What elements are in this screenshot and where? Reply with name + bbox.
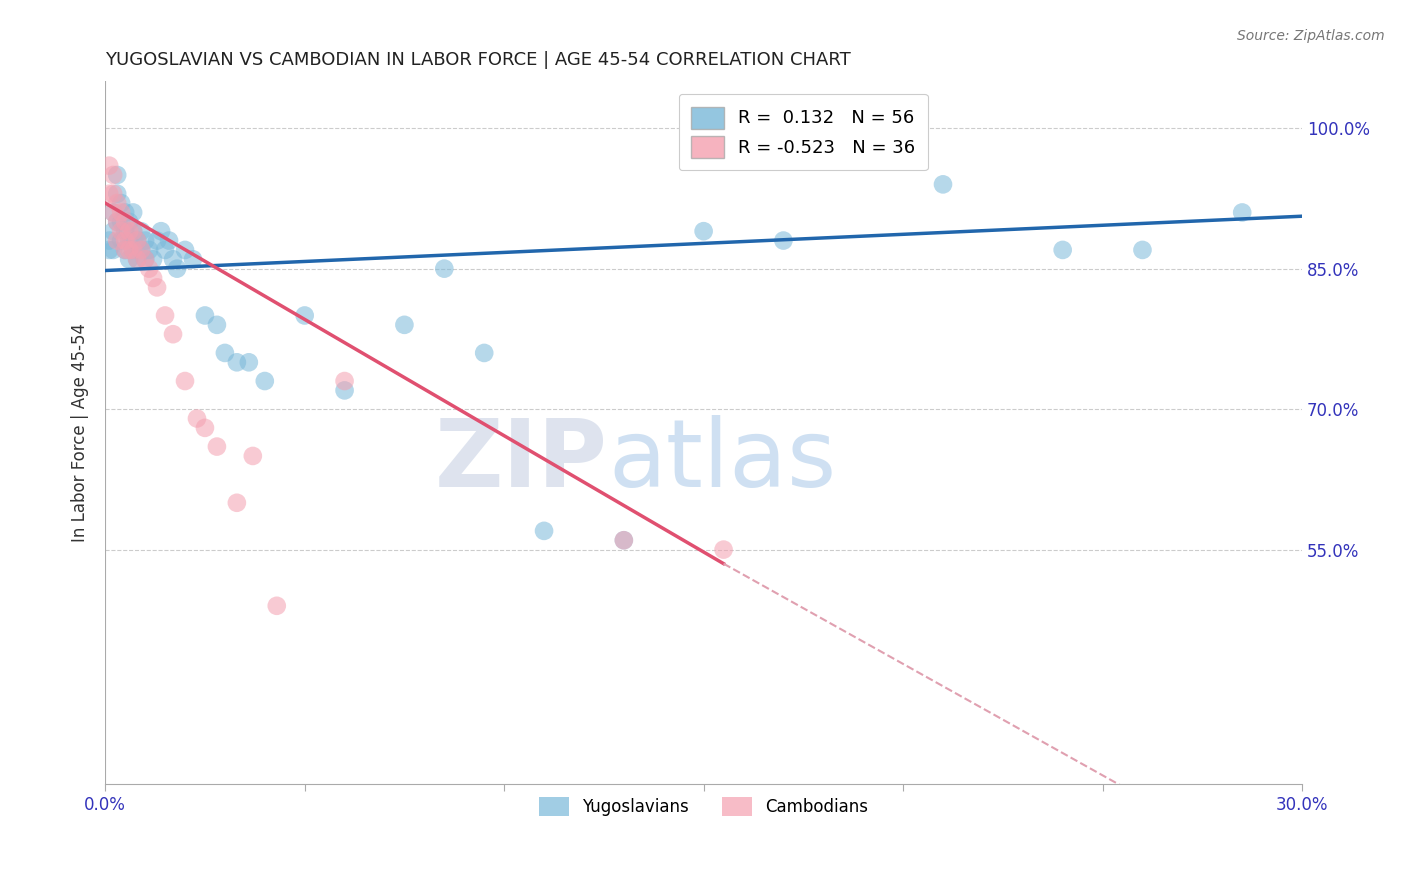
Text: YUGOSLAVIAN VS CAMBODIAN IN LABOR FORCE | AGE 45-54 CORRELATION CHART: YUGOSLAVIAN VS CAMBODIAN IN LABOR FORCE … [105,51,851,69]
Point [238,355,260,369]
Point [114,243,136,257]
Point [174,243,197,257]
Point [110,224,132,238]
Point [1052,243,1074,257]
Point [105,196,128,211]
Point [110,205,132,219]
Point [122,205,145,219]
Point [153,309,176,323]
Point [214,346,236,360]
Point [181,252,204,267]
Point [186,411,208,425]
Point [118,224,141,238]
Point [472,346,495,360]
Point [772,234,794,248]
Legend: Yugoslavians, Cambodians: Yugoslavians, Cambodians [530,789,877,824]
Point [1232,205,1254,219]
Point [127,252,149,267]
Point [118,215,141,229]
Point [118,252,141,267]
Point [852,121,875,136]
Point [134,234,156,248]
Point [110,215,132,229]
Point [150,224,173,238]
Point [105,168,128,182]
Point [98,159,121,173]
Point [98,243,121,257]
Point [105,234,128,248]
Point [692,224,714,238]
Point [433,261,456,276]
Point [138,261,160,276]
Point [105,215,128,229]
Point [138,243,160,257]
Point [533,524,555,538]
Point [225,355,247,369]
Point [162,327,184,342]
Text: atlas: atlas [607,415,837,507]
Point [127,234,149,248]
Point [194,421,217,435]
Point [122,224,145,238]
Point [103,168,125,182]
Point [294,309,316,323]
Point [98,234,121,248]
Point [157,234,180,248]
Point [110,196,132,211]
Point [153,243,176,257]
Point [932,178,955,192]
Point [118,243,141,257]
Point [103,224,125,238]
Point [127,234,149,248]
Point [122,243,145,257]
Point [253,374,276,388]
Point [114,243,136,257]
Point [103,205,125,219]
Point [129,224,152,238]
Point [114,205,136,219]
Y-axis label: In Labor Force | Age 45-54: In Labor Force | Age 45-54 [72,323,89,542]
Point [713,542,735,557]
Point [394,318,416,332]
Point [613,533,636,548]
Point [114,224,136,238]
Point [103,205,125,219]
Point [194,309,217,323]
Text: Source: ZipAtlas.com: Source: ZipAtlas.com [1237,29,1385,43]
Point [146,280,169,294]
Point [103,243,125,257]
Point [103,186,125,201]
Point [122,224,145,238]
Point [134,252,156,267]
Point [98,186,121,201]
Point [114,234,136,248]
Point [134,252,156,267]
Point [129,243,152,257]
Point [118,234,141,248]
Point [122,243,145,257]
Point [205,440,228,454]
Point [142,271,165,285]
Text: ZIP: ZIP [434,415,607,507]
Point [205,318,228,332]
Point [166,261,188,276]
Point [174,374,197,388]
Point [146,234,169,248]
Point [1132,243,1154,257]
Point [129,243,152,257]
Point [105,186,128,201]
Point [127,252,149,267]
Point [242,449,264,463]
Point [333,384,356,398]
Point [333,374,356,388]
Point [266,599,288,613]
Point [225,496,247,510]
Point [613,533,636,548]
Point [110,234,132,248]
Point [142,252,165,267]
Point [114,215,136,229]
Point [105,215,128,229]
Point [162,252,184,267]
